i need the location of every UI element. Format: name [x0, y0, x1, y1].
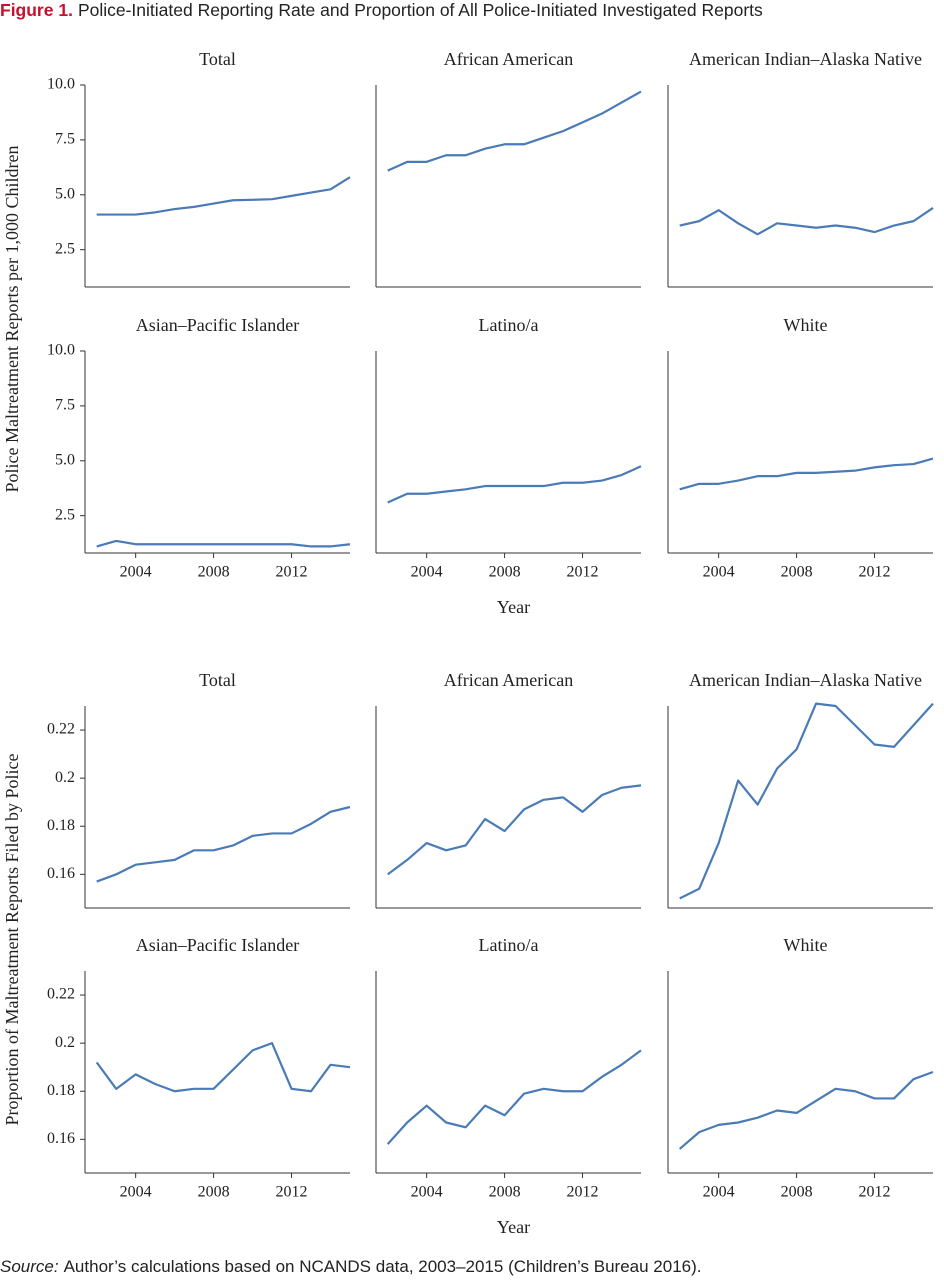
data-line	[96, 539, 351, 548]
y-tick-label: 10.0	[47, 76, 75, 93]
source-note: Source: Author’s calculations based on NC…	[0, 1257, 702, 1276]
y-tick-label: 2.5	[55, 506, 75, 523]
x-tick-label: 2004	[703, 564, 735, 581]
data-line	[96, 176, 351, 216]
x-tick-label: 2004	[703, 1184, 735, 1201]
data-line	[679, 702, 934, 900]
data-line	[387, 784, 642, 876]
x-tick-label: 2012	[567, 1184, 599, 1201]
figure-title: Police-Initiated Reporting Rate and Prop…	[78, 0, 763, 20]
y-tick-label: 5.0	[55, 185, 75, 202]
y-tick-label: 2.5	[55, 240, 75, 257]
x-tick-label: 2012	[859, 1184, 891, 1201]
panel-title: Asian–Pacific Islander	[136, 935, 299, 955]
data-line	[95, 1042, 351, 1093]
x-axis-label: Year	[497, 597, 530, 617]
y-tick-label: 0.16	[47, 865, 75, 882]
panel-title: White	[784, 935, 828, 955]
y-tick-label: 0.2	[55, 769, 75, 786]
panel-title: Total	[199, 670, 236, 690]
data-line	[387, 465, 642, 504]
x-tick-label: 2008	[489, 1184, 521, 1201]
x-tick-label: 2004	[120, 564, 152, 581]
x-tick-label: 2008	[198, 564, 230, 581]
x-tick-label: 2012	[276, 1184, 308, 1201]
y-tick-label: 0.16	[47, 1130, 75, 1147]
panel-title: African American	[444, 49, 573, 69]
panel-title: Latino/a	[479, 935, 539, 955]
y-axis-label: Police Maltreatment Reports per 1,000 Ch…	[2, 146, 22, 493]
panel-title: African American	[444, 670, 573, 690]
x-tick-label: 2012	[567, 564, 599, 581]
y-tick-label: 5.0	[55, 451, 75, 468]
data-line	[679, 207, 934, 236]
data-line	[386, 1049, 642, 1145]
source-label: Source:	[0, 1257, 59, 1276]
x-tick-label: 2008	[489, 564, 521, 581]
y-tick-label: 0.2	[55, 1034, 75, 1051]
panel-title: American Indian–Alaska Native	[689, 49, 922, 69]
data-line	[678, 1070, 934, 1150]
y-tick-label: 0.22	[47, 986, 75, 1003]
x-tick-label: 2008	[781, 1184, 813, 1201]
data-line	[387, 90, 642, 172]
panel-title: American Indian–Alaska Native	[689, 670, 922, 690]
x-tick-label: 2012	[276, 564, 308, 581]
y-axis-label: Proportion of Maltreatment Reports Filed…	[2, 754, 22, 1126]
y-tick-label: 7.5	[55, 131, 75, 148]
y-tick-label: 0.18	[47, 817, 75, 834]
y-tick-label: 10.0	[47, 342, 75, 359]
x-tick-label: 2008	[781, 564, 813, 581]
data-line	[96, 805, 351, 883]
x-tick-label: 2004	[120, 1184, 152, 1201]
panel-title: Latino/a	[479, 315, 539, 335]
x-axis-label: Year	[497, 1217, 530, 1237]
source-text: Author’s calculations based on NCANDS da…	[64, 1257, 702, 1276]
panel-title: Asian–Pacific Islander	[136, 315, 299, 335]
panel-title: Total	[199, 49, 236, 69]
x-tick-label: 2004	[411, 564, 443, 581]
x-tick-label: 2012	[859, 564, 891, 581]
figure-heading: Figure 1. Police-Initiated Reporting Rate…	[0, 0, 763, 20]
panel-title: White	[784, 315, 828, 335]
y-tick-label: 0.22	[47, 721, 75, 738]
x-tick-label: 2008	[198, 1184, 230, 1201]
y-tick-label: 7.5	[55, 397, 75, 414]
x-tick-label: 2004	[411, 1184, 443, 1201]
figure-label: Figure 1.	[0, 0, 73, 20]
data-line	[679, 457, 934, 491]
y-tick-label: 0.18	[47, 1082, 75, 1099]
